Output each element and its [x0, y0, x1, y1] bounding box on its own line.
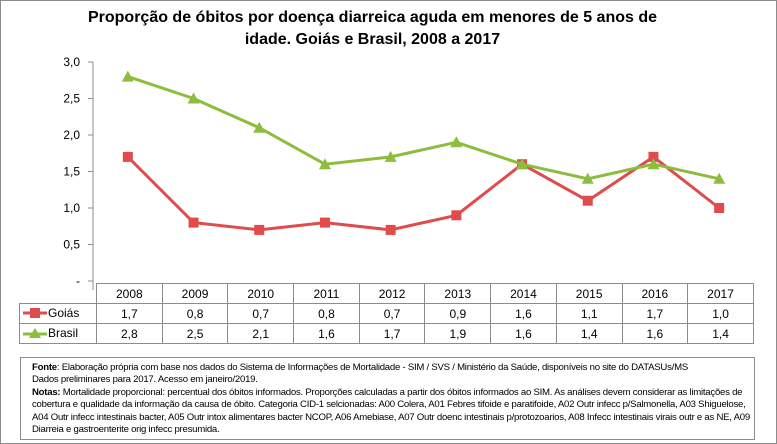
notas-text: Mortalidade proporcional: percentual dos…	[32, 386, 750, 436]
data-label: 1,0	[687, 303, 754, 324]
data-point-goias	[319, 217, 330, 228]
year-header: 2017	[687, 283, 754, 304]
y-tick-label: 1,5	[63, 165, 80, 179]
data-point-brasil	[450, 136, 463, 148]
y-tick-label: -	[76, 274, 80, 288]
year-header: 2013	[424, 283, 492, 304]
y-tick-label: 1,0	[63, 201, 80, 215]
data-point-goias	[648, 151, 659, 162]
data-point-brasil	[187, 92, 200, 104]
data-label: 0,9	[424, 303, 492, 324]
table-row: Goiás 1,7 0,8 0,7 0,8 0,7 0,9 1,6 1,1 1,7 1,0	[19, 303, 754, 324]
data-point-goias	[122, 151, 133, 162]
chart-title-line1: Proporção de óbitos por doença diarreica…	[87, 9, 658, 26]
data-point-goias	[451, 210, 462, 221]
data-table: 2008 2009 2010 2011 2012 2013 2014 2015 2016 2017…	[19, 283, 754, 344]
series-name: Brasil	[48, 325, 79, 340]
data-point-brasil	[581, 172, 594, 184]
data-point-brasil	[384, 150, 397, 162]
y-tick-label: 3,0	[63, 55, 80, 69]
year-header: 2010	[227, 283, 295, 304]
data-point-goias	[188, 217, 199, 228]
table-row: Brasil 2,8 2,5 2,1 1,6 1,7 1,9 1,6 1,4 1,6 1,4	[19, 323, 754, 344]
data-label: 1,6	[490, 303, 557, 324]
data-point-brasil	[253, 121, 266, 133]
series-line-goiás	[126, 155, 721, 232]
data-point-goias	[385, 224, 396, 235]
data-point-brasil	[516, 158, 529, 170]
notes-box: Fonte: Elaboração própria com base nos d…	[20, 357, 755, 440]
fonte-label: Fonte	[32, 362, 57, 373]
year-header: 2011	[293, 283, 360, 304]
legend-cell: Goiás	[19, 303, 97, 324]
data-point-goias	[254, 224, 265, 235]
legend-cell: Brasil	[19, 323, 97, 344]
line-plot: - 0,5 1,0 1,5 2,0 2,5 3,0	[63, 55, 726, 290]
data-label: 1,4	[555, 323, 623, 344]
goias-legend-icon	[23, 307, 47, 318]
data-label: 2,1	[227, 323, 295, 344]
data-label: 0,7	[358, 303, 426, 324]
year-header: 2009	[161, 283, 229, 304]
table-header-row: 2008 2009 2010 2011 2012 2013 2014 2015 2016 2017	[19, 283, 754, 304]
data-label: 1,6	[621, 323, 689, 344]
data-point-brasil	[647, 158, 660, 170]
data-point-goias	[582, 195, 593, 206]
year-header: 2015	[555, 283, 623, 304]
fonte-line2: Dados preliminares para 2017. Acesso em …	[32, 374, 258, 386]
brasil-legend-icon	[23, 327, 47, 338]
fonte-text: : Elaboração própria com base nos dados …	[56, 362, 688, 373]
notas-label: Notas:	[32, 386, 61, 398]
y-tick-label: 2,5	[63, 92, 80, 106]
data-label: 2,5	[161, 323, 229, 344]
data-label: 1,6	[490, 323, 557, 344]
series-line-brasil	[127, 75, 720, 181]
year-header: 2008	[96, 283, 163, 304]
data-label: 0,8	[293, 303, 360, 324]
data-point-brasil	[318, 158, 331, 170]
y-tick-label: 0,5	[63, 238, 80, 252]
data-label: 1,7	[358, 323, 426, 344]
y-tick-label: 2,0	[63, 128, 80, 142]
data-label: 1,7	[621, 303, 689, 324]
data-label: 1,9	[424, 323, 492, 344]
data-label: 1,1	[555, 303, 623, 324]
year-header: 2016	[621, 283, 689, 304]
data-label: 0,8	[161, 303, 229, 324]
data-label: 2,8	[96, 323, 163, 344]
series-name: Goiás	[48, 305, 80, 320]
year-header: 2014	[490, 283, 557, 304]
chart-title-line2: idade. Goiás e Brasil, 2008 a 2017	[244, 31, 501, 48]
data-point-goias	[714, 203, 725, 213]
data-point-brasil	[121, 70, 134, 82]
data-label: 1,6	[293, 323, 360, 344]
data-label: 1,4	[687, 323, 754, 344]
year-header: 2012	[358, 283, 426, 304]
data-label: 0,7	[227, 303, 295, 324]
table-corner	[19, 283, 97, 304]
data-point-brasil	[713, 172, 726, 184]
data-label: 1,7	[96, 303, 163, 324]
